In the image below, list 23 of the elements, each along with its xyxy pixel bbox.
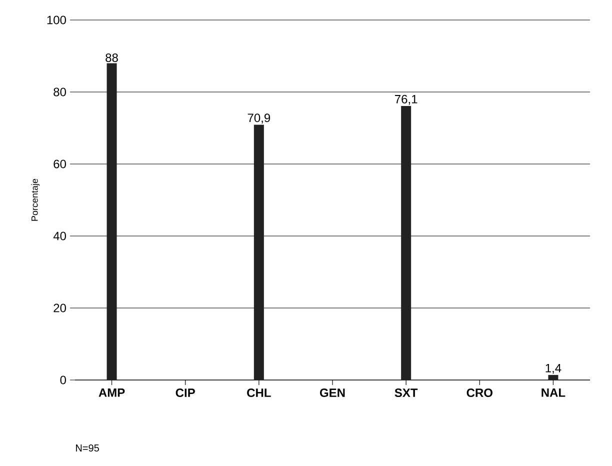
x-tick-label: CRO — [466, 388, 492, 398]
x-tick-label: AMP — [98, 388, 125, 397]
bar — [548, 374, 558, 380]
y-axis-title: Porcentaje — [31, 178, 40, 221]
data-label: 70,9 — [248, 114, 270, 124]
y-tick-label: 20 — [54, 304, 66, 312]
x-tick-label: SXT — [394, 388, 418, 398]
y-tick-label: 40 — [53, 232, 66, 240]
x-tick-label: NAL — [542, 388, 566, 397]
y-tick-label: 80 — [54, 88, 66, 96]
x-tick-label: GEN — [320, 388, 345, 398]
bar — [106, 63, 117, 380]
x-tick-label: CIP — [176, 388, 195, 398]
bar — [401, 106, 412, 380]
bar — [254, 124, 264, 380]
x-tick-label: CHL — [247, 388, 271, 398]
data-label: 88 — [106, 54, 118, 62]
data-label: 1,4 — [546, 364, 562, 374]
y-tick-label: 0 — [60, 376, 66, 384]
y-tick-label: 60 — [54, 160, 66, 168]
data-label: 76,1 — [395, 94, 418, 105]
y-tick-label: 100 — [47, 16, 66, 24]
text: N=95 — [76, 444, 99, 452]
